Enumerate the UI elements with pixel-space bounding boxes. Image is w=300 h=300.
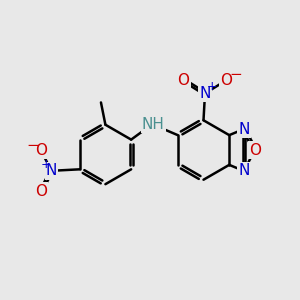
Text: N: N: [238, 122, 250, 136]
Text: O: O: [35, 143, 47, 158]
Text: +: +: [206, 80, 217, 94]
Text: −: −: [230, 67, 242, 82]
Text: O: O: [220, 73, 232, 88]
Text: O: O: [35, 184, 47, 199]
Text: N: N: [46, 163, 57, 178]
Text: N: N: [199, 86, 211, 101]
Text: −: −: [26, 138, 39, 153]
Text: NH: NH: [142, 117, 165, 132]
Text: +: +: [41, 158, 51, 171]
Text: O: O: [249, 142, 261, 158]
Text: N: N: [238, 164, 250, 178]
Text: O: O: [178, 73, 190, 88]
